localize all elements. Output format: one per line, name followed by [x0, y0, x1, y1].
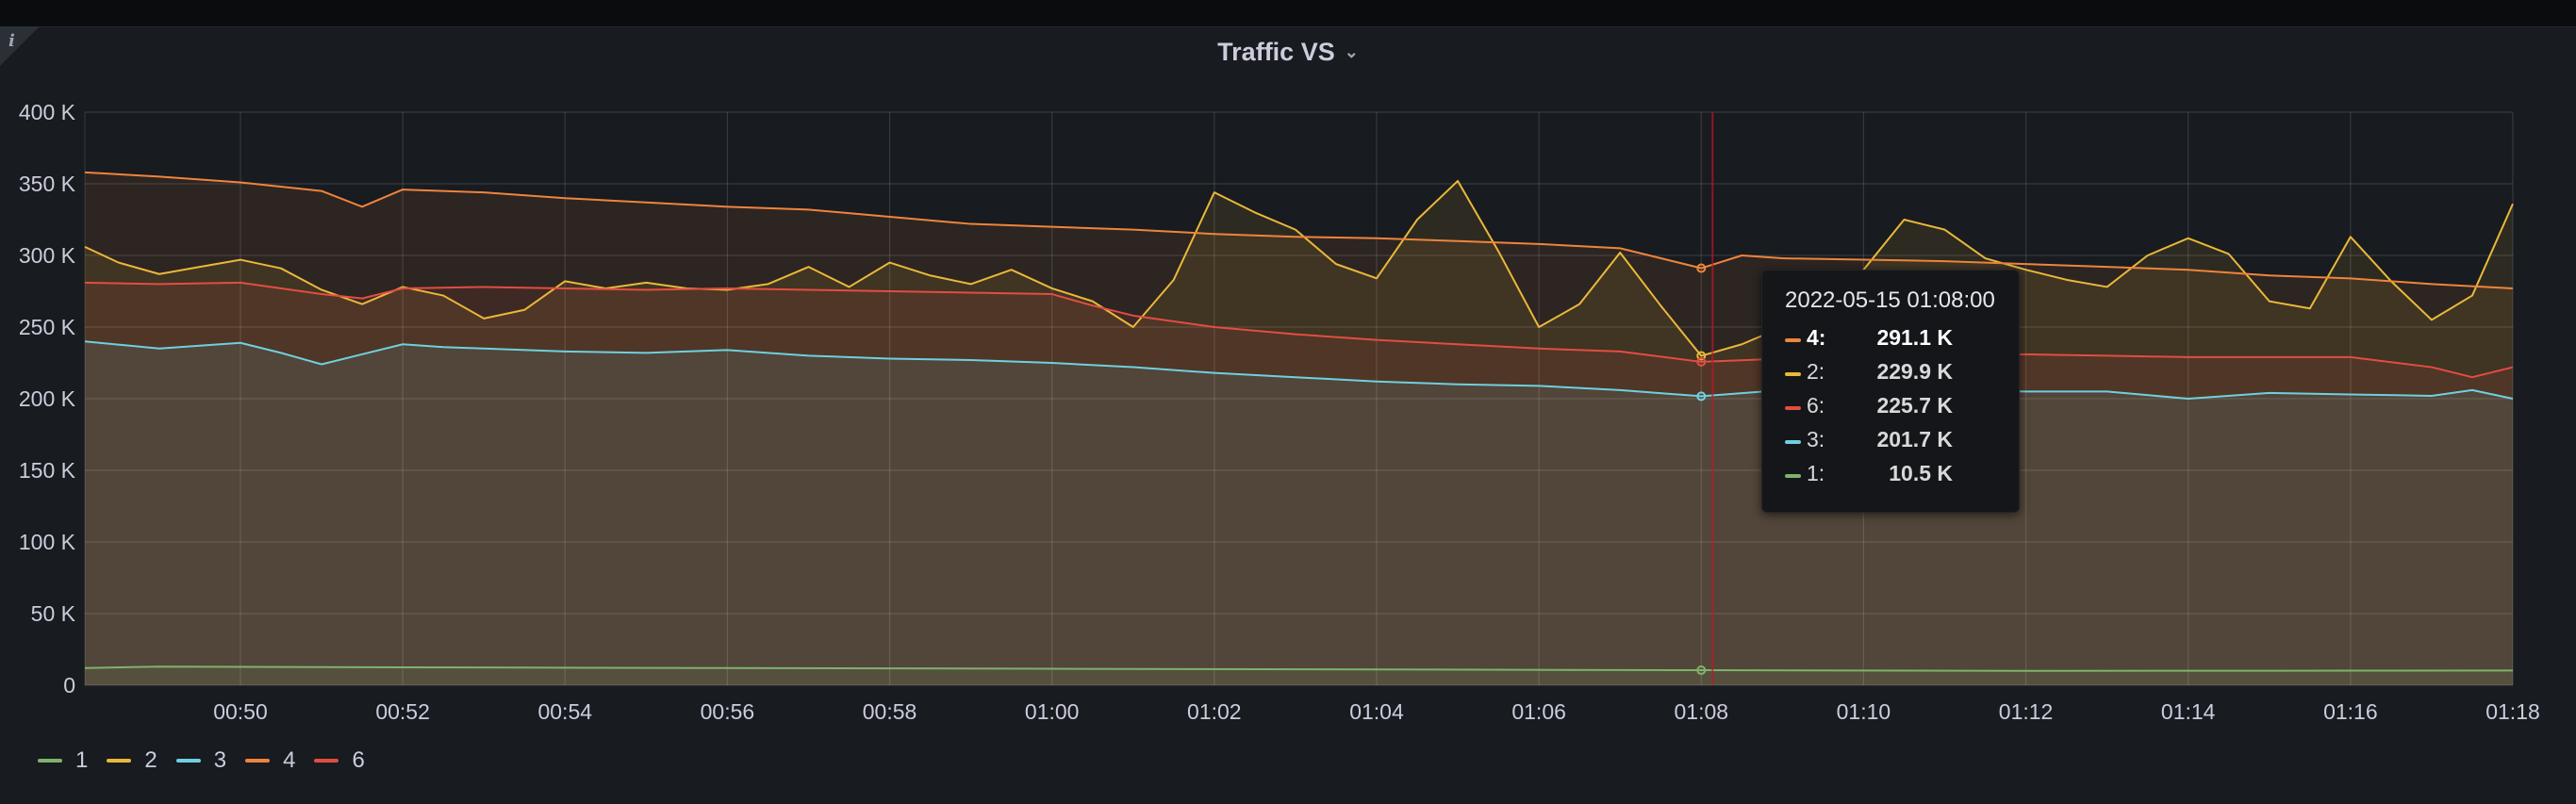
- legend-item-2[interactable]: 2: [107, 747, 157, 775]
- series-swatch: [1785, 338, 1801, 342]
- tooltip-series-value: 201.7 K: [1876, 427, 1953, 451]
- legend-label: 4: [283, 747, 296, 773]
- hover-crosshair: [1696, 112, 1714, 685]
- series-4-line: [84, 171, 2514, 289]
- x-tick-label: 01:10: [1837, 699, 1891, 724]
- y-tick-label: 300 K: [19, 243, 76, 268]
- legend-label: 1: [75, 747, 89, 773]
- panel-title-bar[interactable]: Traffic VS ⌄: [0, 38, 2576, 67]
- y-tick-label: 50 K: [31, 601, 76, 626]
- series-fills: [85, 172, 2513, 686]
- legend-swatch: [245, 759, 271, 763]
- legend-swatch: [314, 759, 339, 763]
- legend-item-6[interactable]: 6: [314, 747, 365, 775]
- legend-label: 2: [144, 747, 157, 773]
- panel-info-corner[interactable]: [0, 26, 40, 66]
- tooltip-series-value: 225.7 K: [1876, 393, 1953, 418]
- x-tick-label: 00:56: [701, 699, 755, 724]
- hover-point-4: [1696, 263, 1707, 273]
- y-tick-label: 150 K: [19, 458, 76, 483]
- x-tick-label: 00:54: [537, 699, 592, 724]
- x-tick-label: 00:50: [213, 699, 268, 724]
- x-tick-label: 01:00: [1025, 699, 1080, 724]
- graph-panel: [0, 26, 2576, 804]
- x-tick-label: 01:06: [1511, 699, 1566, 724]
- legend-swatch: [175, 759, 201, 763]
- series-2-line: [84, 179, 2514, 357]
- chevron-down-icon[interactable]: ⌄: [1344, 42, 1359, 61]
- panel-title[interactable]: Traffic VS: [1217, 38, 1335, 66]
- series-swatch: [1785, 474, 1801, 478]
- series-3-line: [84, 340, 2514, 400]
- x-tick-label: 01:08: [1674, 699, 1728, 724]
- series-swatch: [1785, 372, 1801, 376]
- tooltip-series-name: 4:: [1807, 325, 1826, 350]
- info-icon[interactable]: i: [8, 31, 15, 51]
- legend-item-3[interactable]: 3: [175, 747, 227, 775]
- y-tick-label: 350 K: [19, 172, 76, 196]
- tooltip-time: 2022-05-15 01:08:00: [1785, 287, 1995, 313]
- legend-swatch: [107, 759, 132, 763]
- x-tick-label: 00:58: [863, 699, 917, 724]
- tooltip-series-value: 10.5 K: [1889, 461, 1953, 485]
- tooltip-series-value: 229.9 K: [1876, 359, 1953, 384]
- series-1-line: [84, 665, 2514, 672]
- x-tick-label: 01:02: [1187, 699, 1242, 724]
- series-swatch: [1785, 406, 1801, 410]
- hover-point-2: [1696, 351, 1707, 361]
- legend-label: 6: [352, 747, 365, 773]
- legend-item-1[interactable]: 1: [38, 747, 88, 775]
- y-tick-label: 0: [63, 673, 75, 697]
- tooltip-series-name: 2:: [1807, 359, 1825, 384]
- y-tick-label: 100 K: [19, 530, 76, 554]
- tooltip-series-value: 291.1 K: [1876, 325, 1953, 350]
- tooltip-series-name: 3:: [1807, 427, 1825, 451]
- tooltip-series-name: 6:: [1807, 393, 1825, 418]
- legend-swatch: [38, 759, 62, 763]
- x-tick-label: 01:04: [1349, 699, 1404, 724]
- series-6-line: [84, 281, 2514, 379]
- series-lines: [84, 171, 2514, 672]
- y-axis-ticks: 0 50 K 100 K 150 K 200 K 250 K 300 K 350 K 400 K: [19, 100, 76, 697]
- series-swatch: [1785, 440, 1801, 444]
- y-tick-label: 400 K: [19, 100, 76, 124]
- legend-label: 3: [213, 747, 227, 773]
- legend-item-4[interactable]: 4: [245, 747, 295, 775]
- x-axis-ticks: 00:50 00:52 00:54 00:56 00:58 01:00 01:02 01:04…: [213, 699, 2540, 724]
- x-tick-label: 01:18: [2485, 699, 2540, 724]
- top-band: [0, 0, 2576, 26]
- y-tick-label: 200 K: [19, 386, 76, 411]
- hover-point-1: [1696, 665, 1707, 676]
- chart-legend: 1 2 3 4 6: [38, 747, 365, 775]
- x-tick-label: 01:16: [2323, 699, 2378, 724]
- y-tick-label: 250 K: [19, 315, 76, 339]
- hover-tooltip: 2022-05-15 01:08:00 4: 291.1 K 2: 229.9 K 6:…: [1761, 270, 2020, 513]
- chart-grid: [84, 111, 2514, 686]
- x-tick-label: 01:14: [2161, 699, 2216, 724]
- tooltip-series-name: 1:: [1807, 461, 1825, 485]
- x-tick-label: 00:52: [375, 699, 430, 724]
- hover-point-6: [1696, 356, 1707, 367]
- hover-point-3: [1696, 391, 1707, 402]
- x-tick-label: 01:12: [1999, 699, 2054, 724]
